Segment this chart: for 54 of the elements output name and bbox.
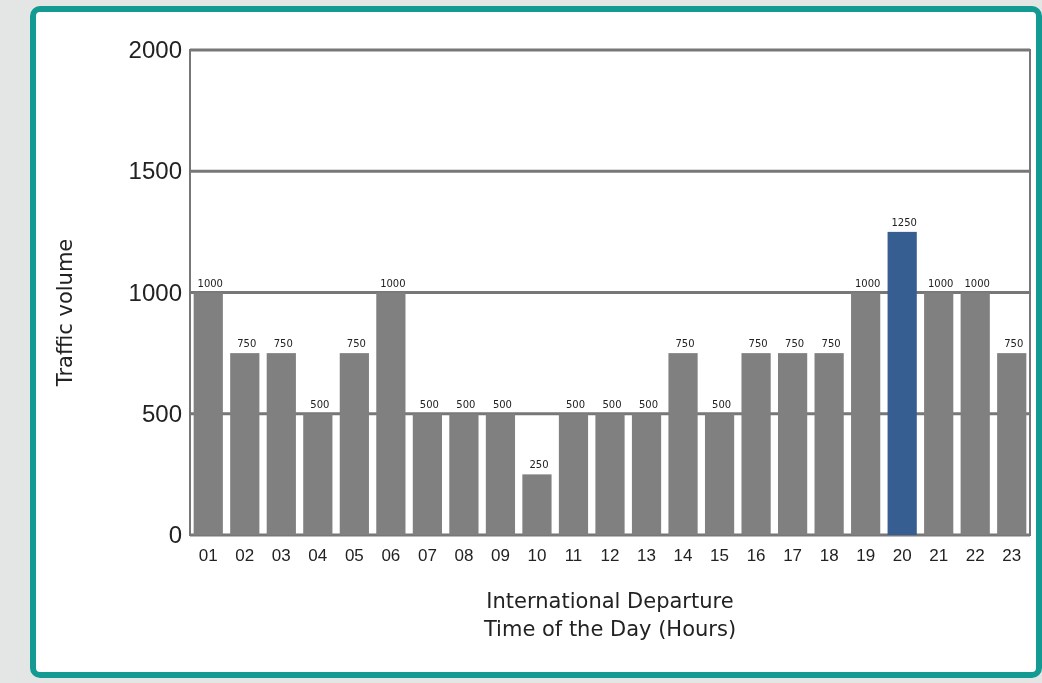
x-tick-label: 13 bbox=[637, 546, 656, 566]
data-label: 250 bbox=[529, 459, 549, 471]
data-label: 500 bbox=[712, 398, 732, 410]
x-tick-label: 12 bbox=[600, 546, 620, 566]
data-label: 500 bbox=[419, 398, 439, 410]
data-label: 1000 bbox=[197, 277, 223, 289]
data-label: 500 bbox=[310, 398, 330, 410]
y-tick-label: 2000 bbox=[128, 36, 182, 64]
x-tick-label: 14 bbox=[673, 546, 693, 566]
data-label: 1000 bbox=[927, 277, 954, 289]
data-label: 500 bbox=[492, 398, 512, 410]
x-tick-label: 17 bbox=[783, 546, 803, 566]
y-axis-title: Traffic volume bbox=[53, 238, 77, 388]
y-tick-label: 1500 bbox=[128, 157, 182, 185]
data-label: 750 bbox=[237, 338, 257, 350]
data-label: 750 bbox=[1004, 338, 1024, 350]
x-tick-label: 16 bbox=[746, 546, 766, 566]
x-tick-label: 01 bbox=[198, 546, 218, 566]
data-label: 1000 bbox=[380, 277, 406, 289]
x-tick-label: 07 bbox=[417, 546, 437, 566]
x-tick-label: 15 bbox=[710, 546, 730, 566]
y-tick-label: 1000 bbox=[128, 278, 182, 306]
data-label: 1000 bbox=[964, 277, 990, 289]
data-label: 500 bbox=[638, 398, 659, 410]
x-tick-label: 11 bbox=[564, 546, 583, 566]
data-label: 1000 bbox=[854, 277, 881, 289]
data-label: 500 bbox=[456, 398, 476, 410]
x-tick-label: 03 bbox=[271, 546, 291, 566]
data-label: 500 bbox=[602, 398, 622, 410]
x-tick-label: 10 bbox=[527, 546, 547, 566]
data-label: 750 bbox=[785, 338, 805, 350]
y-tick-label: 0 bbox=[168, 521, 182, 549]
x-tick-label: 09 bbox=[490, 546, 510, 566]
data-label: 1250 bbox=[891, 216, 917, 228]
x-tick-label: 04 bbox=[308, 546, 328, 566]
data-label: 750 bbox=[346, 338, 366, 350]
data-label: 750 bbox=[273, 338, 293, 350]
y-tick-label: 500 bbox=[141, 399, 182, 427]
x-tick-label: 19 bbox=[856, 546, 876, 566]
data-label: 500 bbox=[565, 398, 586, 410]
x-axis-title: International Departure Time of the Day (Hours) bbox=[482, 589, 737, 641]
x-tick-label: 21 bbox=[929, 546, 949, 566]
data-label: 750 bbox=[748, 338, 768, 350]
x-tick-label: 05 bbox=[344, 546, 364, 566]
x-tick-label: 23 bbox=[1002, 546, 1022, 566]
x-tick-label: 08 bbox=[454, 546, 474, 566]
data-label: 750 bbox=[675, 338, 695, 350]
x-tick-label: 02 bbox=[235, 546, 255, 566]
data-label: 750 bbox=[821, 338, 841, 350]
x-tick-label: 20 bbox=[892, 546, 912, 566]
bar bbox=[887, 231, 917, 535]
x-tick-label: 22 bbox=[965, 546, 985, 566]
x-tick-label: 18 bbox=[819, 546, 839, 566]
x-tick-label: 06 bbox=[381, 546, 401, 566]
